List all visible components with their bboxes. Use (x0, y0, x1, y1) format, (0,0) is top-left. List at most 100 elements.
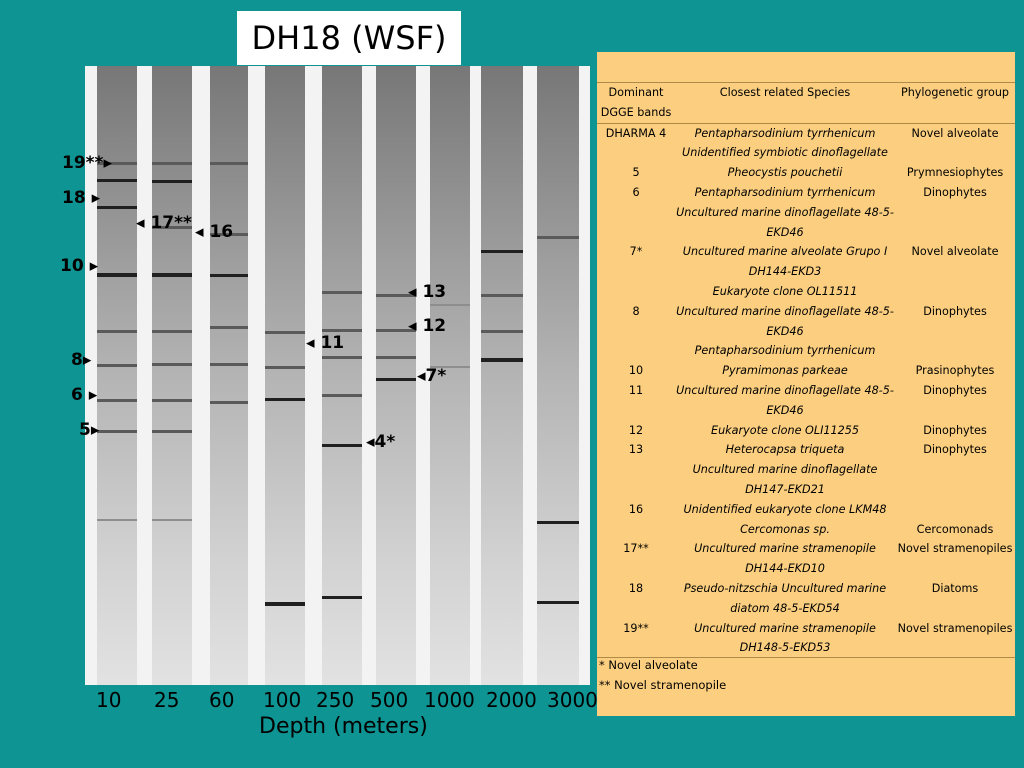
band-cell: 6 (632, 185, 640, 199)
group-cell: Novel alveolate (911, 245, 999, 259)
table-row: Uncultured marine dinoflagellate DH147-E… (597, 460, 1015, 500)
species-cell: Uncultured marine dinoflagellate DH147-E… (692, 463, 878, 496)
band-identification-table: Dominant DGGE bands Closest related Spec… (597, 82, 1015, 658)
group-cell: Dinophytes (923, 304, 987, 318)
species-cell: Uncultured marine stramenopile DH148-5-E… (694, 621, 876, 655)
depth-label-60: 60 (209, 688, 235, 712)
group-cell (895, 203, 1015, 243)
species-cell: Cercomonas sp. (740, 522, 830, 536)
species-cell: Uncultured marine dinoflagellate 48-5-EK… (676, 205, 894, 239)
band-marker-11: ◂ 11 (306, 333, 345, 353)
species-cell: Eukaryote clone OLI11255 (711, 423, 859, 437)
dgge-gel-image (85, 66, 590, 685)
group-cell (895, 282, 1015, 302)
group-cell (895, 341, 1015, 361)
band-cell: 13 (628, 443, 644, 457)
band-cell: DHARMA 4 (605, 126, 667, 140)
table-row: 5 Pheocystis pouchetii Prymnesiophytes (597, 163, 1015, 183)
x-axis-label: Depth (meters) (259, 714, 428, 739)
band-marker-8: 8▸ (71, 350, 92, 370)
band-marker-7: ◂7* (417, 366, 447, 386)
band-marker-17: ◂ 17** (136, 213, 192, 233)
species-cell: Pentapharsodinium tyrrhenicum (694, 126, 876, 140)
depth-label-25: 25 (154, 688, 180, 712)
header-dominant-bands: Dominant DGGE bands (597, 82, 675, 124)
table-row: 13 Heterocapsa triqueta Dinophytes (597, 440, 1015, 460)
gel-lane-3000 (537, 66, 579, 685)
band-identification-table-panel: Dominant DGGE bands Closest related Spec… (597, 52, 1015, 716)
table-row: 6 Pentapharsodinium tyrrhenicum Dinophytes (597, 183, 1015, 203)
group-cell: Dinophytes (923, 383, 987, 397)
table-row: Cercomonas sp. Cercomonads (597, 520, 1015, 540)
species-cell: Heterocapsa triqueta (725, 443, 845, 457)
table-row: Pentapharsodinium tyrrhenicum (597, 341, 1015, 361)
species-cell: Uncultured marine dinoflagellate 48-5-EK… (676, 304, 894, 338)
depth-label-3000: 3000 (547, 688, 598, 712)
species-cell: Eukaryote clone OL11511 (712, 284, 858, 298)
gel-lane-500 (376, 66, 416, 685)
group-cell: Prymnesiophytes (906, 166, 1004, 180)
group-cell: Dinophytes (923, 423, 987, 437)
table-footnote-divider (597, 657, 1015, 658)
band-cell (597, 460, 675, 500)
table-row: 7* Uncultured marine alveolate Grupo I DH… (597, 242, 1015, 282)
band-marker-4: ◂4* (366, 432, 396, 452)
species-cell: Pseudo-nitzschia Uncultured marine diato… (683, 581, 887, 615)
band-cell: 7* (629, 245, 643, 259)
gel-lane-2000 (481, 66, 523, 685)
species-cell: Pentapharsodinium tyrrhenicum (694, 185, 876, 199)
group-cell: Novel stramenopiles (897, 542, 1013, 556)
slide-title: DH18 (WSF) (237, 11, 461, 65)
header-closest-species: Closest related Species (675, 82, 895, 124)
species-cell: Unidentified symbiotic dinoflagellate (682, 146, 888, 160)
band-marker-13: ◂ 13 (408, 282, 447, 302)
table-row: Uncultured marine dinoflagellate 48-5-EK… (597, 203, 1015, 243)
depth-label-1000: 1000 (424, 688, 475, 712)
group-cell (895, 460, 1015, 500)
band-cell: 18 (628, 581, 644, 595)
depth-label-100: 100 (263, 688, 302, 712)
band-cell (597, 143, 675, 163)
table-row: 10 Pyramimonas parkeae Prasinophytes (597, 361, 1015, 381)
table-row: Eukaryote clone OL11511 (597, 282, 1015, 302)
group-cell (895, 143, 1015, 163)
group-cell: Diatoms (931, 581, 979, 595)
band-cell (597, 203, 675, 243)
group-cell: Novel alveolate (911, 126, 999, 140)
species-cell: Pyramimonas parkeae (722, 364, 848, 378)
band-cell: 16 (628, 502, 644, 516)
group-cell: Dinophytes (923, 185, 987, 199)
group-cell: Prasinophytes (915, 364, 995, 378)
species-cell: Uncultured marine alveolate Grupo I DH14… (682, 245, 888, 279)
table-header-row: Dominant DGGE bands Closest related Spec… (597, 82, 1015, 124)
gel-lane-100 (265, 66, 305, 685)
band-marker-19: 19**▸ (62, 153, 112, 173)
species-cell: Unidentified eukaryote clone LKM48 (683, 502, 887, 516)
gel-lane-1000 (430, 66, 470, 685)
band-cell: 8 (632, 304, 640, 318)
band-cell (597, 520, 675, 540)
footnote-stramenopile: ** Novel stramenopile (599, 678, 727, 692)
table-row: Unidentified symbiotic dinoflagellate (597, 143, 1015, 163)
depth-label-2000: 2000 (486, 688, 537, 712)
group-cell: Novel stramenopiles (897, 621, 1013, 635)
species-cell: Pentapharsodinium tyrrhenicum (694, 344, 876, 358)
band-cell: 19** (623, 621, 649, 635)
table-row: 11 Uncultured marine dinoflagellate 48-5-… (597, 381, 1015, 421)
species-cell: Uncultured marine dinoflagellate 48-5-EK… (676, 383, 894, 417)
table-row: 16 Unidentified eukaryote clone LKM48 (597, 500, 1015, 520)
gel-lane-250 (322, 66, 362, 685)
table-row: 19** Uncultured marine stramenopile DH148… (597, 619, 1015, 659)
band-cell: 11 (628, 383, 644, 397)
band-marker-16: ◂ 16 (195, 222, 234, 242)
table-row: 8 Uncultured marine dinoflagellate 48-5-E… (597, 302, 1015, 342)
band-marker-10: 10 ▸ (60, 256, 99, 276)
band-cell: 10 (628, 364, 644, 378)
table-row: 17** Uncultured marine stramenopile DH144… (597, 539, 1015, 579)
band-cell: 17** (623, 542, 649, 556)
band-cell: 12 (628, 423, 644, 437)
group-cell: Dinophytes (923, 443, 987, 457)
group-cell: Cercomonads (916, 522, 994, 536)
band-marker-6: 6 ▸ (71, 385, 98, 405)
species-cell: Pheocystis pouchetii (727, 166, 843, 180)
